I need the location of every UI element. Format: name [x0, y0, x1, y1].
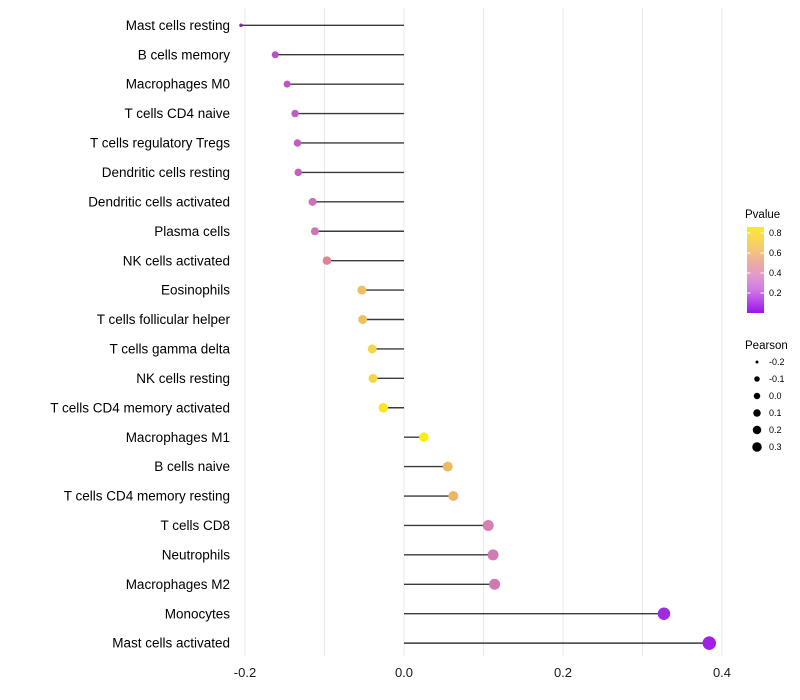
category-label: Macrophages M2 — [126, 577, 230, 592]
pvalue-tick-label: 0.4 — [769, 268, 782, 278]
pvalue-legend-title: Pvalue — [745, 209, 780, 221]
x-tick-label: 0.4 — [713, 665, 731, 680]
x-tick-label: 0.2 — [554, 665, 572, 680]
lollipop-dot — [308, 197, 317, 206]
lollipop-dot — [657, 607, 671, 620]
pearson-legend-label: 0.2 — [769, 425, 782, 435]
category-label: T cells gamma delta — [109, 342, 230, 357]
category-label: Dendritic cells resting — [102, 165, 230, 180]
lollipop-dot — [489, 578, 501, 590]
category-label: T cells CD4 memory activated — [50, 400, 230, 415]
pearson-legend-label: -0.1 — [769, 374, 785, 384]
category-label: Macrophages M1 — [126, 430, 230, 445]
category-label: T cells CD4 naive — [124, 106, 230, 121]
pvalue-tick-label: 0.8 — [769, 228, 782, 238]
category-label: Eosinophils — [161, 283, 230, 298]
category-label: Plasma cells — [154, 224, 230, 239]
pearson-legend-label: 0.1 — [769, 408, 782, 418]
pvalue-tick-label: 0.2 — [769, 288, 782, 298]
lollipop-dot — [482, 519, 494, 531]
pearson-legend-dot — [753, 409, 761, 417]
pearson-legend-title: Pearson — [745, 340, 788, 352]
category-label: B cells naive — [154, 459, 230, 474]
pearson-legend-dot — [755, 360, 759, 364]
x-tick-label: -0.2 — [234, 665, 256, 680]
pvalue-colorbar — [747, 227, 764, 313]
lollipop-dot — [291, 109, 299, 118]
lollipop-dot — [271, 51, 279, 59]
lollipop-dot — [378, 403, 389, 413]
category-label: NK cells resting — [136, 371, 230, 386]
category-label: B cells memory — [138, 47, 231, 62]
category-label: Monocytes — [165, 606, 231, 621]
category-label: NK cells activated — [123, 253, 230, 268]
category-label: Mast cells resting — [126, 18, 230, 33]
category-label: T cells CD4 memory resting — [64, 489, 230, 504]
lollipop-dot — [442, 461, 453, 472]
lollipop-dot — [293, 139, 302, 147]
lollipop-dot — [367, 344, 377, 354]
lollipop-dot — [448, 491, 459, 502]
category-label: T cells CD8 — [160, 518, 230, 533]
category-label: T cells regulatory Tregs — [90, 136, 230, 151]
pearson-legend-dot — [752, 425, 762, 435]
lollipop-dot — [239, 23, 243, 28]
lollipop-dot — [358, 315, 368, 324]
pearson-legend-label: 0.3 — [769, 442, 782, 452]
category-label: Macrophages M0 — [126, 77, 230, 92]
category-label: T cells follicular helper — [97, 312, 231, 327]
lollipop-dot — [368, 373, 378, 383]
lollipop-dot — [310, 227, 319, 236]
pearson-legend-dot — [753, 392, 761, 400]
lollipop-dot — [283, 80, 291, 88]
pearson-legend-label: -0.2 — [769, 357, 785, 367]
category-label: Dendritic cells activated — [88, 194, 230, 209]
lollipop-dot — [419, 432, 429, 442]
x-tick-label: 0.0 — [395, 665, 413, 680]
lollipop-dot — [487, 549, 499, 561]
pvalue-tick-label: 0.6 — [769, 248, 782, 258]
lollipop-dot — [357, 285, 367, 295]
pearson-legend-dot — [752, 442, 762, 452]
lollipop-dot — [294, 168, 303, 177]
lollipop-dot — [322, 256, 332, 265]
category-label: Neutrophils — [162, 547, 231, 562]
category-label: Mast cells activated — [112, 636, 230, 651]
lollipop-dot — [702, 636, 717, 650]
pearson-legend-label: 0.0 — [769, 391, 782, 401]
pearson-legend-dot — [754, 376, 760, 382]
